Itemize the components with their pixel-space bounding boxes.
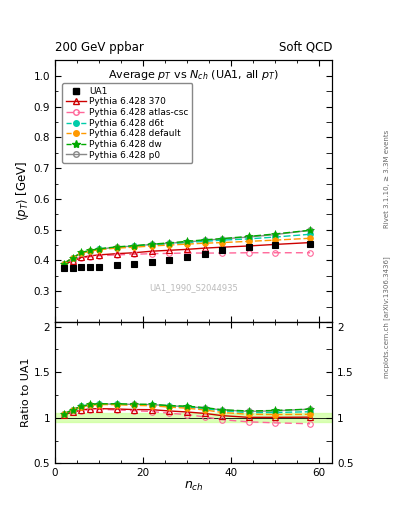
Text: mcplots.cern.ch [arXiv:1306.3436]: mcplots.cern.ch [arXiv:1306.3436] [384, 257, 391, 378]
X-axis label: $n_{ch}$: $n_{ch}$ [184, 480, 204, 493]
Bar [55, 413, 332, 422]
Text: UA1_1990_S2044935: UA1_1990_S2044935 [149, 284, 238, 292]
Y-axis label: Ratio to UA1: Ratio to UA1 [21, 358, 31, 428]
Text: Soft QCD: Soft QCD [279, 41, 332, 54]
Y-axis label: $\langle p_T\rangle$ [GeV]: $\langle p_T\rangle$ [GeV] [14, 161, 31, 221]
Text: 200 GeV ppbar: 200 GeV ppbar [55, 41, 144, 54]
Text: Rivet 3.1.10, ≥ 3.3M events: Rivet 3.1.10, ≥ 3.3M events [384, 130, 390, 228]
Legend: UA1, Pythia 6.428 370, Pythia 6.428 atlas-csc, Pythia 6.428 d6t, Pythia 6.428 de: UA1, Pythia 6.428 370, Pythia 6.428 atla… [62, 83, 193, 163]
Text: Average $p_T$ vs $N_{ch}$ (UA1, all $p_T$): Average $p_T$ vs $N_{ch}$ (UA1, all $p_T… [108, 68, 279, 82]
